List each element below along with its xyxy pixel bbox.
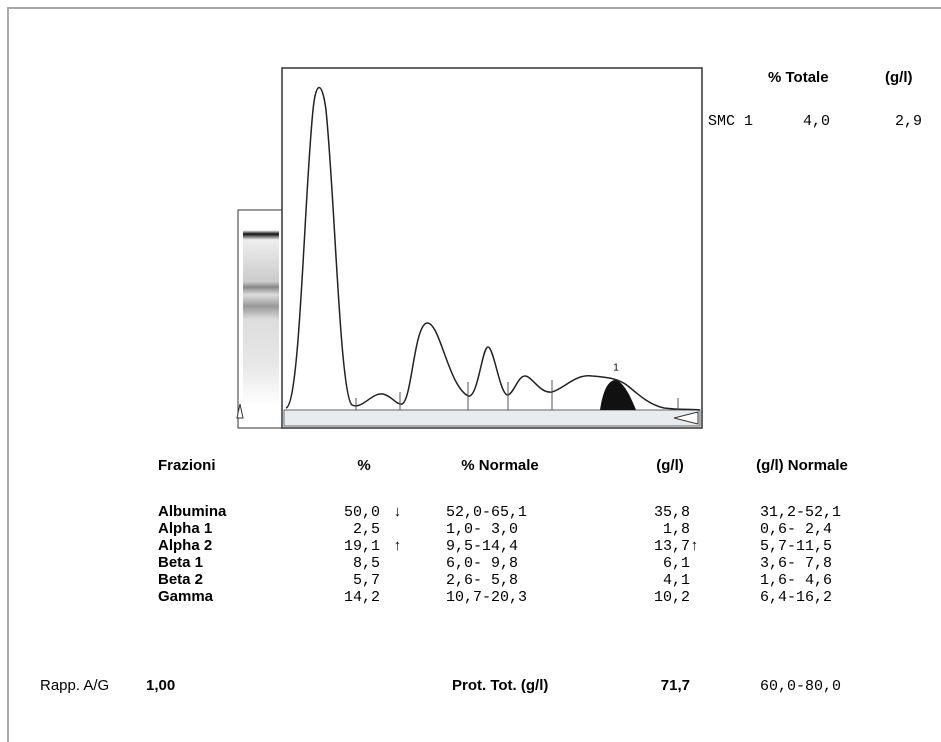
concentration: 13,7 (654, 538, 690, 555)
fraction-name: Albumina (158, 503, 227, 520)
percent: 8,5 (353, 555, 380, 572)
concentration: 10,2 (654, 589, 690, 606)
flag: ↑ (393, 538, 402, 555)
concentration-normal: 0,6- 2,4 (760, 521, 832, 538)
percent-normal: 6,0- 9,8 (446, 555, 518, 572)
concentration: 1,8 (663, 521, 690, 538)
table-header: (g/l) (656, 457, 684, 474)
concentration-normal: 1,6- 4,6 (760, 572, 832, 589)
percent-normal: 52,0-65,1 (446, 504, 527, 521)
summary-header: (g/l) (885, 69, 913, 86)
footer-value: 1,00 (146, 677, 175, 694)
fraction-name: Beta 2 (158, 571, 203, 588)
summary-cell: SMC 1 (708, 113, 753, 130)
fraction-name: Gamma (158, 588, 214, 605)
table-body: Albumina 50,0 ↓ 52,0-65,1 35,8 31,2-52,1 Alpha… (158, 503, 841, 606)
footer-label: Rapp. A/G (40, 677, 109, 694)
densitometry-trace (286, 88, 700, 411)
report-page: 1 % Totale (g/l) SMC 1 4,0 2,9 Frazioni … (0, 0, 941, 742)
percent: 50,0 (344, 504, 380, 521)
percent-normal: 2,6- 5,8 (446, 572, 518, 589)
page-border (8, 8, 941, 742)
smc-area (600, 380, 636, 410)
concentration-normal: 3,6- 7,8 (760, 555, 832, 572)
trace-baseline (284, 410, 700, 426)
concentration: 35,8 (654, 504, 690, 521)
concentration: 6,1 (663, 555, 690, 572)
fraction-name: Beta 1 (158, 554, 203, 571)
percent-normal: 9,5-14,4 (446, 538, 518, 555)
percent: 19,1 (344, 538, 380, 555)
concentration: 4,1 (663, 572, 690, 589)
table-header: Frazioni (158, 457, 216, 474)
concentration-normal: 31,2-52,1 (760, 504, 841, 521)
table-header: % (357, 457, 370, 474)
percent: 5,7 (353, 572, 380, 589)
percent-normal: 10,7-20,3 (446, 589, 527, 606)
percent: 14,2 (344, 589, 380, 606)
table-header: (g/l) Normale (756, 457, 848, 474)
percent: 2,5 (353, 521, 380, 538)
report: 1 % Totale (g/l) SMC 1 4,0 2,9 Frazioni … (0, 0, 941, 742)
footer-value: 60,0-80,0 (760, 678, 841, 695)
summary-cell: 4,0 (803, 113, 830, 130)
fraction-name: Alpha 2 (158, 537, 212, 554)
fraction-name: Alpha 1 (158, 520, 212, 537)
summary-header: % Totale (768, 69, 829, 86)
gel-strip (243, 215, 279, 405)
peak-label: 1 (613, 363, 619, 374)
flag: ↑ (690, 538, 699, 555)
summary-cell: 2,9 (895, 113, 922, 130)
percent-normal: 1,0- 3,0 (446, 521, 518, 538)
concentration-normal: 6,4-16,2 (760, 589, 832, 606)
footer-value: 71,7 (661, 677, 690, 694)
concentration-normal: 5,7-11,5 (760, 538, 832, 555)
table-header: % Normale (461, 457, 539, 474)
footer-label: Prot. Tot. (g/l) (452, 677, 548, 694)
flag: ↓ (393, 504, 402, 521)
